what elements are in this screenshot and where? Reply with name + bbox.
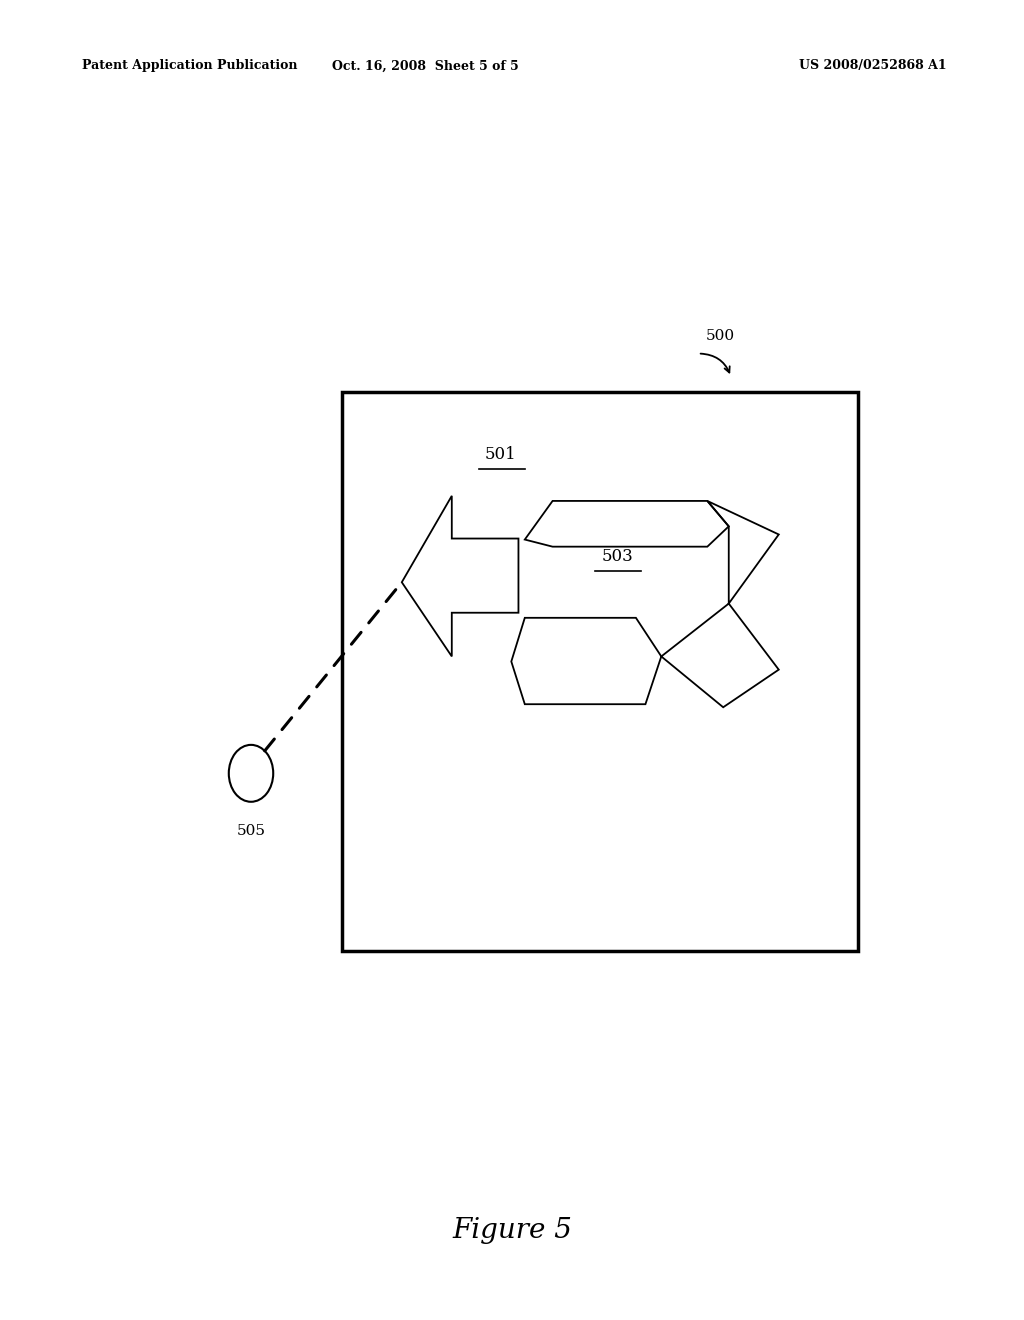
Bar [342,392,858,952]
Text: 503: 503 [602,548,634,565]
Text: Oct. 16, 2008  Sheet 5 of 5: Oct. 16, 2008 Sheet 5 of 5 [332,59,518,73]
Text: Figure 5: Figure 5 [452,1217,572,1243]
Text: 500: 500 [706,330,735,343]
Text: US 2008/0252868 A1: US 2008/0252868 A1 [799,59,946,73]
Text: 501: 501 [485,446,517,463]
Text: Patent Application Publication: Patent Application Publication [82,59,297,73]
Text: 505: 505 [237,824,265,838]
